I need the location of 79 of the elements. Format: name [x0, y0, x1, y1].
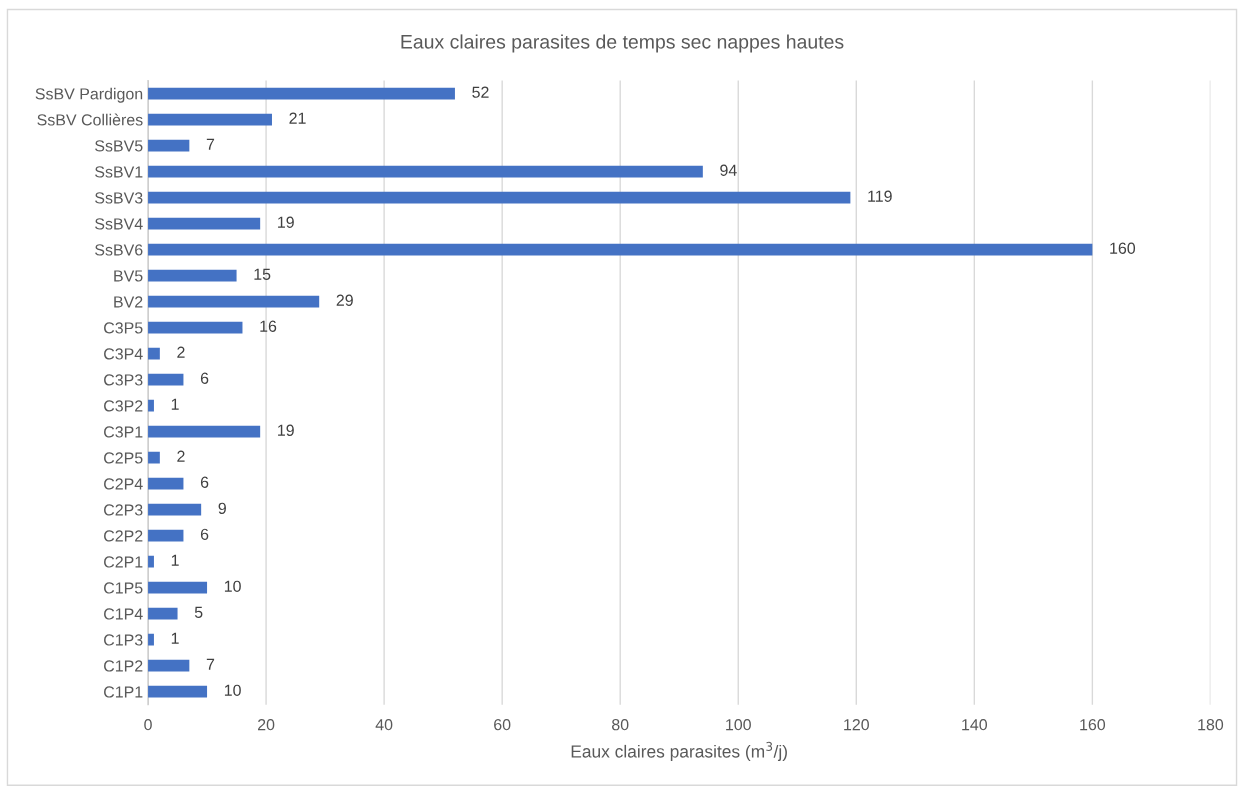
- x-tick-label: 100: [726, 718, 751, 731]
- y-tick-label: C1P4: [104, 608, 143, 620]
- data-label: 9: [218, 502, 226, 514]
- bar: [148, 529, 184, 542]
- x-tick-label: 140: [962, 718, 988, 731]
- data-label: 1: [171, 632, 179, 644]
- bar: [148, 607, 178, 620]
- y-tick-label: SsBV4: [95, 218, 143, 230]
- data-label: 19: [278, 424, 294, 436]
- y-tick-label: C1P5: [104, 582, 143, 594]
- x-tick-label: 160: [1080, 718, 1106, 731]
- y-tick-label: C3P4: [104, 348, 143, 360]
- y-tick-label: C2P2: [104, 530, 143, 542]
- y-tick-label: SsBV Pardigon: [35, 87, 143, 103]
- y-tick-label: SsBV Collières: [37, 113, 143, 126]
- y-tick-label: BV2: [114, 296, 143, 308]
- x-tick-label: 0: [144, 718, 152, 731]
- bar: [148, 113, 272, 126]
- data-label: 6: [200, 372, 209, 384]
- y-tick-label: C2P3: [104, 504, 143, 516]
- y-tick-label: SsBV6: [95, 244, 143, 256]
- data-label: 16: [260, 320, 277, 332]
- y-tick-label: C3P1: [104, 426, 143, 438]
- y-tick-label: C2P4: [104, 478, 143, 490]
- data-label: 7: [206, 658, 215, 670]
- y-tick-label: SsBV3: [95, 192, 143, 204]
- bar: [148, 659, 190, 672]
- x-axis-title: Eaux claires parasites (m$^{3}$/j): [571, 741, 787, 762]
- data-label: 52: [472, 86, 489, 98]
- bar: [148, 191, 851, 204]
- data-label: 160: [1110, 242, 1136, 254]
- data-label: 7: [206, 138, 215, 150]
- y-tick-label: C3P2: [104, 400, 143, 412]
- y-tick-label: C1P1: [104, 686, 143, 698]
- bar: [148, 295, 320, 308]
- y-tick-label: C2P1: [104, 556, 143, 568]
- y-tick-label: BV5: [114, 270, 143, 282]
- bar: [148, 373, 184, 386]
- y-tick-label: C1P3: [104, 634, 143, 646]
- bar: [148, 139, 190, 152]
- bar: [148, 165, 703, 178]
- x-tick-label: 40: [375, 718, 393, 731]
- data-label: 6: [200, 476, 209, 488]
- data-label: 2: [177, 450, 185, 462]
- x-tick-label: 80: [612, 718, 629, 731]
- bar: [148, 321, 243, 334]
- y-tick-label: SsBV1: [95, 166, 143, 178]
- data-label: 1: [171, 398, 179, 410]
- x-tick-label: 20: [258, 718, 275, 731]
- data-label: 21: [289, 112, 306, 124]
- y-tick-label: C3P3: [104, 374, 143, 386]
- bar: [148, 685, 208, 698]
- data-label: 119: [868, 190, 892, 202]
- data-label: 2: [177, 346, 185, 358]
- bar: [148, 581, 208, 594]
- bar: [148, 503, 202, 516]
- data-label: 5: [194, 606, 203, 618]
- x-tick-label: 180: [1198, 718, 1224, 731]
- y-tick-label: C1P2: [104, 660, 143, 672]
- data-label: 19: [278, 216, 294, 228]
- bar: [148, 217, 261, 230]
- data-label: 29: [336, 294, 353, 306]
- data-label: 1: [171, 554, 179, 566]
- y-tick-label: C3P5: [104, 322, 143, 334]
- bar: [148, 425, 261, 438]
- x-tick-label: 60: [494, 718, 511, 731]
- data-label: 10: [224, 684, 241, 696]
- bar: [148, 87, 455, 100]
- data-label: 10: [224, 580, 241, 592]
- data-label: 15: [254, 268, 271, 280]
- y-tick-label: SsBV5: [95, 140, 143, 152]
- x-tick-label: 120: [844, 718, 869, 731]
- data-label: 6: [200, 528, 209, 540]
- bar: [148, 269, 237, 282]
- data-label: 94: [720, 164, 737, 176]
- y-tick-label: C2P5: [104, 452, 143, 464]
- chart-title: Eaux claires parasites de temps sec nappes hautes: [401, 34, 844, 53]
- bar: [148, 477, 184, 490]
- bar: [148, 243, 1093, 256]
